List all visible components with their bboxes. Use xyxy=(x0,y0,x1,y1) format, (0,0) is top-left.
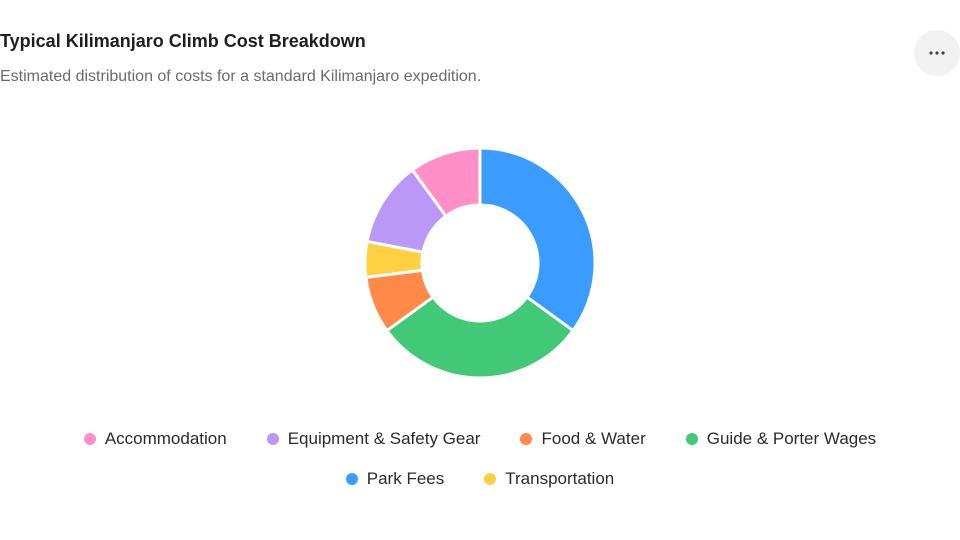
chart-subtitle: Estimated distribution of costs for a st… xyxy=(0,68,482,85)
legend-swatch xyxy=(345,473,358,485)
legend-label: Guide & Porter Wages xyxy=(706,429,877,448)
legend-label: Park Fees xyxy=(366,469,445,488)
legend-item[interactable]: Equipment & Safety Gear xyxy=(266,428,481,450)
legend-label: Equipment & Safety Gear xyxy=(287,429,481,448)
legend-item[interactable]: Accommodation xyxy=(83,428,227,450)
chart-title: Typical Kilimanjaro Climb Cost Breakdown xyxy=(0,31,366,51)
legend-label: Transportation xyxy=(505,469,615,488)
legend-item[interactable]: Park Fees xyxy=(345,468,445,490)
legend-swatch xyxy=(685,433,698,445)
legend-swatch xyxy=(83,433,96,445)
donut-slice-park-fees[interactable] xyxy=(478,146,597,333)
donut-slice-guide-porter-wages[interactable] xyxy=(385,295,575,380)
more-options-button[interactable] xyxy=(914,30,960,76)
legend-item[interactable]: Transportation xyxy=(484,468,614,490)
legend-swatch xyxy=(484,473,497,485)
legend-label: Accommodation xyxy=(104,429,227,448)
donut-chart xyxy=(363,146,597,380)
chart-legend: Accommodation Equipment & Safety Gear Food… xyxy=(0,428,960,490)
legend-swatch xyxy=(520,433,533,445)
legend-label: Food & Water xyxy=(541,429,646,448)
legend-swatch xyxy=(266,433,279,445)
legend-item[interactable]: Guide & Porter Wages xyxy=(685,428,877,450)
more-horizontal-icon xyxy=(929,51,945,55)
legend-item[interactable]: Food & Water xyxy=(520,428,646,450)
donut-slice-accommodation[interactable] xyxy=(410,146,482,218)
